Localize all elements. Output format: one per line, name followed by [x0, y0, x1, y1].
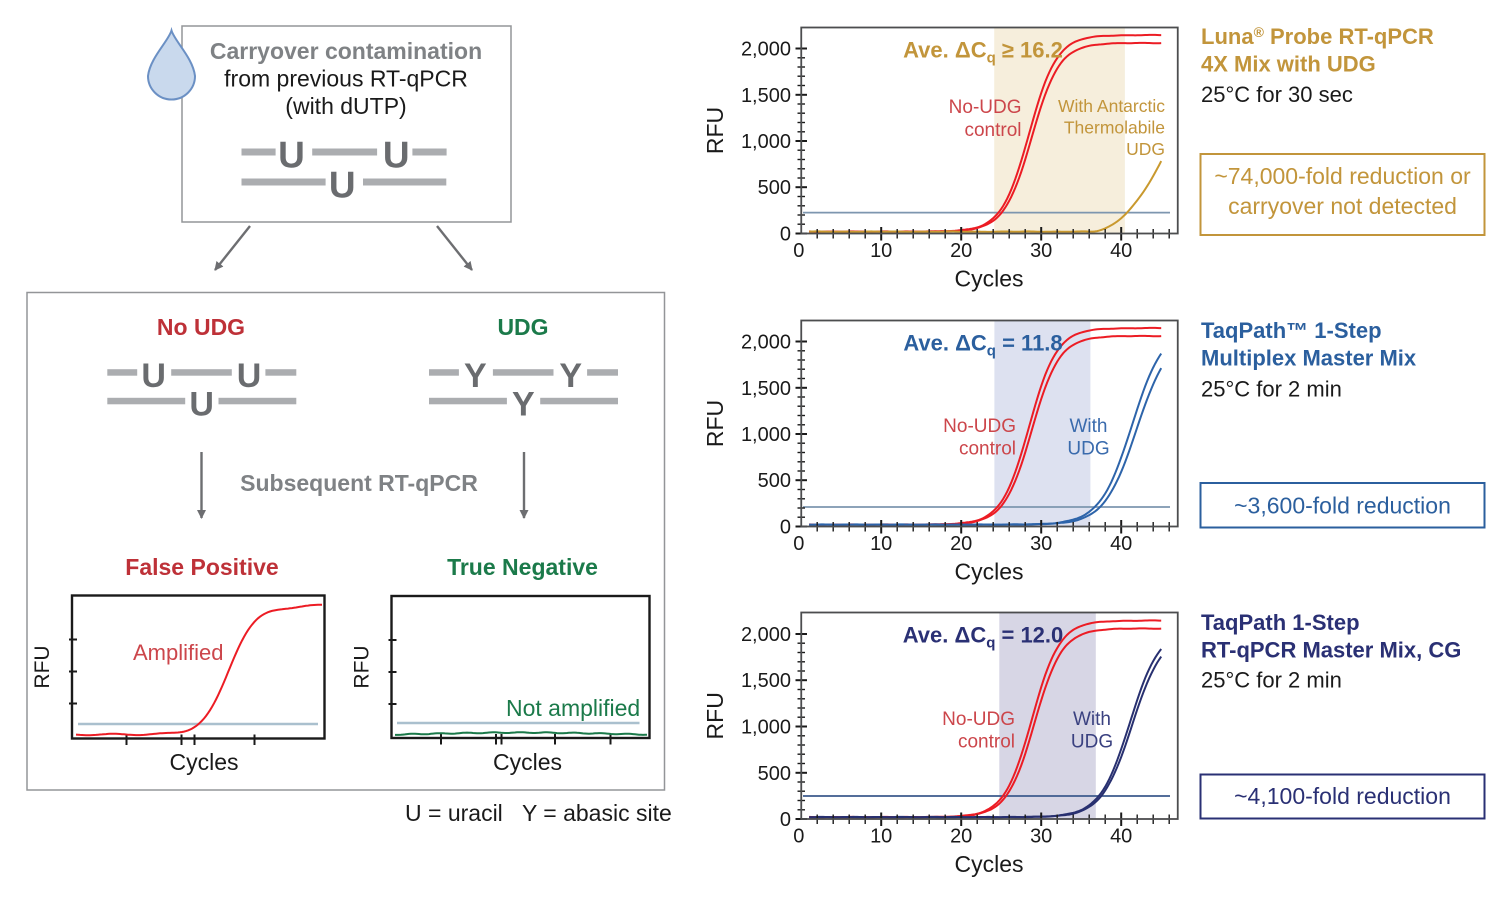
svg-text:30: 30 — [1030, 240, 1052, 262]
svg-text:No UDG: No UDG — [157, 314, 245, 340]
svg-text:2,000: 2,000 — [741, 39, 791, 61]
svg-text:from previous RT-qPCR: from previous RT-qPCR — [224, 66, 468, 92]
svg-text:U: U — [189, 385, 214, 423]
svg-text:30: 30 — [1030, 826, 1052, 848]
svg-text:No-UDG: No-UDG — [949, 97, 1022, 118]
svg-text:1,000: 1,000 — [741, 424, 791, 446]
svg-text:1,500: 1,500 — [741, 378, 791, 400]
svg-text:RFU: RFU — [702, 400, 728, 447]
svg-text:RFU: RFU — [702, 107, 728, 154]
svg-text:Thermolabile: Thermolabile — [1064, 118, 1165, 138]
svg-text:U: U — [329, 165, 356, 206]
svg-text:0: 0 — [780, 809, 791, 831]
svg-text:Cycles: Cycles — [169, 749, 238, 775]
svg-text:2,000: 2,000 — [741, 332, 791, 354]
svg-text:500: 500 — [758, 763, 791, 785]
svg-text:25°C for 2 min: 25°C for 2 min — [1201, 668, 1342, 693]
svg-text:2,000: 2,000 — [741, 624, 791, 646]
svg-text:Multiplex Master Mix: Multiplex Master Mix — [1201, 346, 1417, 371]
svg-text:10: 10 — [870, 533, 892, 555]
svg-text:control: control — [964, 120, 1021, 141]
svg-text:control: control — [959, 439, 1016, 460]
svg-text:TaqPath 1-Step: TaqPath 1-Step — [1201, 610, 1360, 635]
svg-text:10: 10 — [870, 826, 892, 848]
svg-text:UDG: UDG — [1067, 439, 1109, 460]
svg-text:U = uracil Y = abasic site: U = uracil Y = abasic site — [405, 800, 672, 826]
svg-text:U: U — [383, 135, 410, 176]
svg-text:25°C for 30 sec: 25°C for 30 sec — [1201, 82, 1353, 107]
svg-text:RFU: RFU — [702, 692, 728, 739]
svg-text:True Negative: True Negative — [447, 554, 598, 580]
svg-text:30: 30 — [1030, 533, 1052, 555]
svg-text:Luna® Probe RT-qPCR: Luna® Probe RT-qPCR — [1201, 24, 1434, 49]
svg-text:RFU: RFU — [351, 645, 374, 688]
svg-text:40: 40 — [1110, 240, 1132, 262]
svg-text:20: 20 — [950, 533, 972, 555]
svg-text:~3,600-fold reduction: ~3,600-fold reduction — [1234, 493, 1451, 519]
svg-text:Ave. ΔCq = 12.0: Ave. ΔCq = 12.0 — [903, 623, 1064, 652]
svg-text:40: 40 — [1110, 533, 1132, 555]
svg-text:Subsequent RT-qPCR: Subsequent RT-qPCR — [240, 470, 478, 496]
svg-text:Ave. ΔCq = 11.8: Ave. ΔCq = 11.8 — [903, 331, 1062, 360]
svg-text:Cycles: Cycles — [954, 266, 1023, 292]
svg-text:No-UDG: No-UDG — [942, 709, 1015, 730]
svg-text:U: U — [141, 357, 166, 395]
svg-text:Ave. ΔCq ≥ 16.2: Ave. ΔCq ≥ 16.2 — [903, 38, 1063, 67]
svg-text:1,000: 1,000 — [741, 131, 791, 153]
svg-text:0: 0 — [793, 533, 804, 555]
svg-text:Carryover contamination: Carryover contamination — [210, 38, 482, 64]
svg-text:Y: Y — [512, 385, 535, 423]
svg-text:0: 0 — [793, 240, 804, 262]
svg-text:Amplified: Amplified — [133, 640, 223, 665]
svg-text:4X Mix with UDG: 4X Mix with UDG — [1201, 52, 1376, 77]
svg-text:500: 500 — [758, 470, 791, 492]
svg-text:UDG: UDG — [1126, 139, 1165, 159]
svg-text:RT-qPCR Master Mix, CG: RT-qPCR Master Mix, CG — [1201, 638, 1461, 663]
svg-text:UDG: UDG — [1071, 732, 1113, 753]
svg-text:(with dUTP): (with dUTP) — [285, 93, 406, 119]
svg-text:With: With — [1073, 709, 1111, 730]
svg-text:UDG: UDG — [497, 314, 548, 340]
svg-text:~74,000-fold reduction or: ~74,000-fold reduction or — [1214, 163, 1471, 189]
svg-text:20: 20 — [950, 826, 972, 848]
svg-text:1,000: 1,000 — [741, 717, 791, 739]
svg-text:500: 500 — [758, 177, 791, 199]
svg-text:20: 20 — [950, 240, 972, 262]
svg-text:25°C for 2 min: 25°C for 2 min — [1201, 377, 1342, 402]
svg-text:40: 40 — [1110, 826, 1132, 848]
svg-text:Not amplified: Not amplified — [506, 695, 640, 721]
svg-text:Cycles: Cycles — [493, 749, 562, 775]
svg-text:10: 10 — [870, 240, 892, 262]
svg-text:False Positive: False Positive — [125, 554, 278, 580]
svg-text:U: U — [278, 135, 305, 176]
svg-text:0: 0 — [780, 224, 791, 246]
svg-text:No-UDG: No-UDG — [943, 416, 1016, 437]
svg-text:With: With — [1070, 416, 1108, 437]
svg-text:0: 0 — [793, 826, 804, 848]
svg-text:Y: Y — [464, 357, 487, 395]
svg-text:TaqPath™ 1-Step: TaqPath™ 1-Step — [1201, 318, 1382, 343]
svg-text:0: 0 — [780, 517, 791, 539]
svg-text:Y: Y — [559, 357, 582, 395]
svg-text:1,500: 1,500 — [741, 670, 791, 692]
svg-text:With Antarctic: With Antarctic — [1058, 96, 1165, 116]
svg-text:carryover not detected: carryover not detected — [1228, 193, 1457, 219]
svg-text:1,500: 1,500 — [741, 85, 791, 107]
svg-text:RFU: RFU — [31, 645, 54, 688]
svg-text:Cycles: Cycles — [954, 851, 1023, 877]
svg-text:~4,100-fold reduction: ~4,100-fold reduction — [1234, 783, 1451, 809]
svg-text:U: U — [237, 357, 262, 395]
svg-text:Cycles: Cycles — [954, 559, 1023, 585]
svg-text:control: control — [958, 732, 1015, 753]
